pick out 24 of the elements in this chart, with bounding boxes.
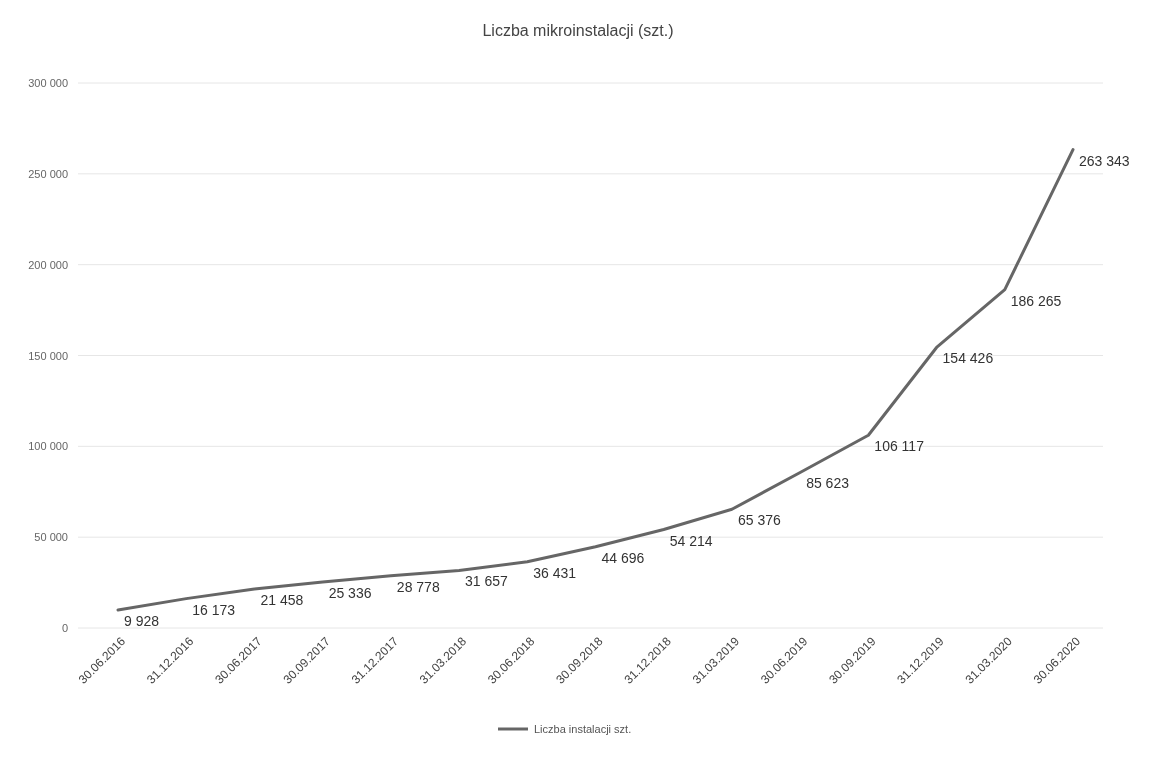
y-tick-label: 300 000 — [28, 77, 68, 89]
data-label: 54 214 — [669, 532, 713, 549]
y-tick-label: 150 000 — [28, 349, 68, 362]
data-label: 263 343 — [1079, 152, 1130, 169]
data-label: 21 458 — [260, 592, 304, 609]
data-label: 36 431 — [533, 564, 577, 581]
y-tick-label: 100 000 — [28, 440, 68, 453]
data-label: 9 928 — [124, 612, 160, 629]
data-label: 25 336 — [328, 584, 372, 601]
y-tick-label: 200 000 — [28, 258, 68, 271]
data-label: 106 117 — [874, 438, 925, 455]
data-label: 28 778 — [396, 578, 440, 595]
y-tick-label: 250 000 — [28, 167, 68, 180]
chart-title: Liczba mikroinstalacji (szt.) — [482, 22, 674, 39]
y-tick-label: 50 000 — [34, 531, 68, 544]
data-label: 65 376 — [737, 512, 781, 529]
y-tick-label: 0 — [61, 622, 68, 634]
legend-label: Liczba instalacji szt. — [534, 723, 632, 735]
data-label: 186 265 — [1010, 292, 1062, 309]
data-label: 44 696 — [601, 549, 645, 566]
data-label: 154 426 — [942, 350, 994, 367]
data-label: 16 173 — [192, 601, 236, 618]
data-label: 31 657 — [465, 573, 509, 590]
data-label: 85 623 — [806, 475, 850, 492]
